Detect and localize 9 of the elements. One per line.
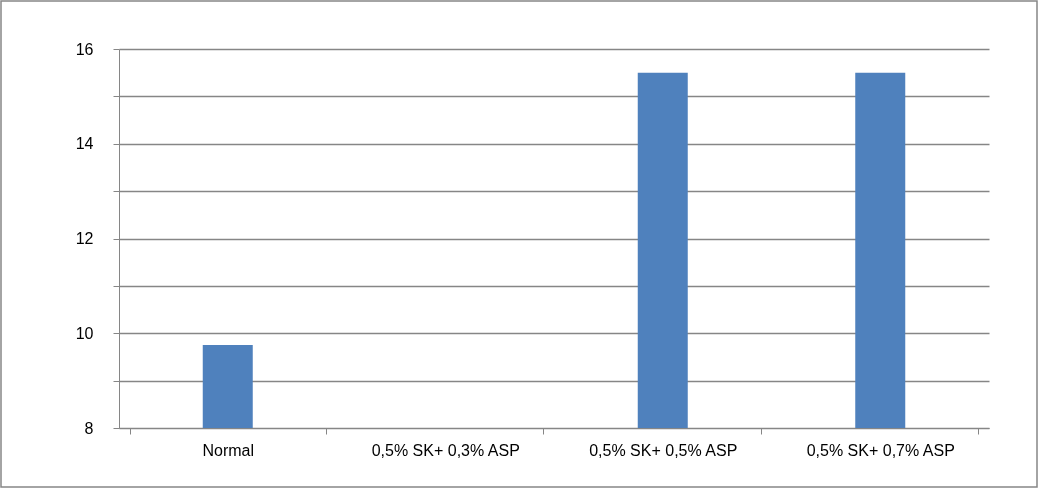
- x-tick-label: 0,5% SK+ 0,5% ASP: [589, 441, 738, 459]
- y-tick-label: 12: [75, 230, 94, 247]
- y-tick-label: 8: [84, 419, 94, 437]
- y-tick-label: 10: [75, 324, 94, 342]
- x-tick-label: Normal: [202, 441, 255, 459]
- y-tick-label: 14: [75, 135, 94, 153]
- x-tick-label: 0,5% SK+ 0,7% ASP: [806, 441, 955, 459]
- x-tick-label: 0,5% SK+ 0,3% ASP: [371, 441, 520, 459]
- y-tick-label: 16: [75, 40, 94, 58]
